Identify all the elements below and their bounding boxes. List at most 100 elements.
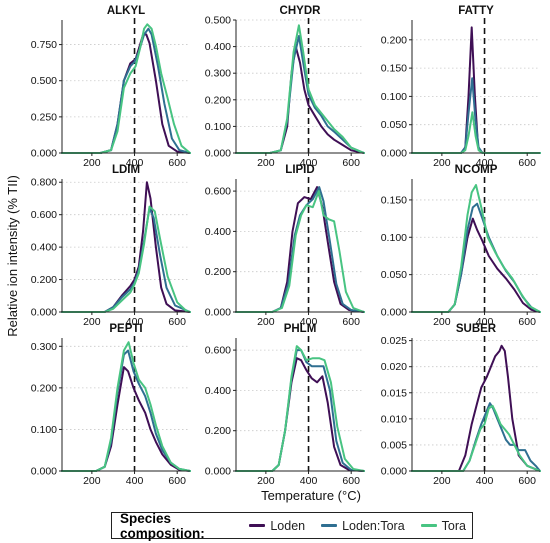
y-tick-label-suber-4: 0.020 — [381, 361, 407, 373]
x-tick-label-suber-2: 600 — [518, 475, 536, 487]
y-tick-label-chydr-3: 0.300 — [205, 68, 231, 80]
series-line-phlm-loden — [235, 357, 365, 472]
facet-title-phlm: PHLM — [284, 323, 317, 335]
y-tick-label-phlm-3: 0.600 — [205, 345, 231, 357]
legend-label-tora: Tora — [441, 518, 466, 533]
y-tick-label-fatty-1: 0.050 — [381, 119, 407, 131]
y-tick-label-pepti-1: 0.100 — [31, 424, 57, 436]
x-tick-label-chydr-2: 600 — [342, 157, 360, 169]
x-tick-label-lipid-0: 200 — [257, 316, 275, 328]
x-tick-label-alkyl-2: 600 — [168, 157, 186, 169]
series-line-pepti-tora — [61, 341, 191, 472]
y-axis-label: Relative ion intensity (% TII) — [5, 175, 20, 337]
y-tick-label-ldim-3: 0.600 — [31, 209, 57, 221]
x-tick-label-suber-1: 400 — [476, 475, 494, 487]
panel-phlm: 0.000 0.200 0.400 0.600 200 400 600 PHLM — [205, 323, 365, 487]
x-tick-label-alkyl-1: 400 — [126, 157, 144, 169]
x-tick-label-pepti-1: 400 — [126, 475, 144, 487]
y-tick-label-ncomp-1: 0.050 — [381, 269, 407, 281]
facet-title-fatty: FATTY — [458, 5, 494, 17]
series-line-ldim-tora — [61, 205, 191, 313]
y-tick-label-ncomp-2: 0.100 — [381, 232, 407, 244]
panel-pepti: 0.000 0.100 0.200 0.300 200 400 600 PEPTI — [31, 323, 191, 487]
x-tick-label-chydr-1: 400 — [300, 157, 318, 169]
y-tick-label-suber-2: 0.010 — [381, 413, 407, 425]
y-tick-label-fatty-3: 0.150 — [381, 63, 407, 75]
y-tick-label-alkyl-2: 0.500 — [31, 75, 57, 87]
legend-item-loden-tora: Loden:Tora — [321, 519, 405, 533]
series-line-alkyl-loden-tora — [61, 27, 191, 154]
y-tick-label-lipid-3: 0.600 — [205, 186, 231, 198]
series-line-chydr-tora — [235, 24, 365, 154]
y-tick-label-lipid-2: 0.400 — [205, 226, 231, 238]
y-tick-label-alkyl-1: 0.250 — [31, 111, 57, 123]
series-line-lipid-tora — [235, 190, 365, 313]
series-line-pepti-loden — [61, 366, 191, 472]
x-tick-label-ncomp-0: 200 — [433, 316, 451, 328]
y-tick-label-chydr-4: 0.400 — [205, 41, 231, 53]
x-tick-label-ncomp-2: 600 — [518, 316, 536, 328]
y-tick-label-lipid-0: 0.000 — [205, 307, 231, 319]
series-line-lipid-loden — [235, 186, 365, 313]
x-tick-label-phlm-1: 400 — [300, 475, 318, 487]
legend-item-tora: Tora — [420, 518, 466, 533]
facet-title-ldim: LDIM — [112, 164, 140, 176]
panel-chydr: 0.000 0.100 0.200 0.300 0.400 0.500 200 400 600 C… — [205, 5, 365, 169]
panel-lipid: 0.000 0.200 0.400 0.600 200 400 600 LIPID — [205, 164, 365, 328]
y-tick-label-suber-5: 0.025 — [381, 335, 407, 347]
facet-title-lipid: LIPID — [285, 164, 314, 176]
y-tick-label-pepti-2: 0.200 — [31, 382, 57, 394]
panel-ldim: 0.000 0.200 0.400 0.600 0.800 200 400 600 LDIM — [31, 164, 191, 328]
y-tick-label-ldim-2: 0.400 — [31, 242, 57, 254]
y-tick-label-fatty-4: 0.200 — [381, 34, 407, 46]
legend-label-loden: Loden — [270, 518, 306, 533]
x-tick-label-fatty-2: 600 — [518, 157, 536, 169]
y-tick-label-ncomp-0: 0.000 — [381, 307, 407, 319]
series-line-ncomp-tora — [411, 184, 541, 313]
y-tick-label-chydr-5: 0.500 — [205, 15, 231, 27]
legend-title: Species composition: — [120, 510, 205, 541]
x-tick-label-pepti-2: 600 — [168, 475, 186, 487]
facet-title-chydr: CHYDR — [280, 5, 322, 17]
y-tick-label-pepti-0: 0.000 — [31, 466, 57, 478]
x-tick-label-lipid-2: 600 — [342, 316, 360, 328]
y-tick-label-phlm-0: 0.000 — [205, 466, 231, 478]
series-line-phlm-loden-tora — [235, 349, 365, 472]
legend-item-loden: Loden — [249, 519, 305, 533]
legend: Species composition: Loden Loden:Tora To… — [111, 510, 473, 541]
y-tick-label-chydr-0: 0.000 — [205, 148, 231, 160]
y-tick-label-pepti-3: 0.300 — [31, 341, 57, 353]
series-line-phlm-tora — [235, 345, 365, 472]
y-tick-label-suber-0: 0.000 — [381, 466, 407, 478]
facet-title-ncomp: NCOMP — [455, 164, 498, 176]
y-tick-label-fatty-0: 0.000 — [381, 148, 407, 160]
series-line-fatty-tora — [411, 111, 541, 154]
y-tick-label-phlm-1: 0.200 — [205, 425, 231, 437]
facet-title-suber: SUBER — [456, 323, 497, 335]
x-tick-label-ncomp-1: 400 — [476, 316, 494, 328]
legend-swatch-tora — [420, 524, 437, 527]
facet-title-pepti: PEPTI — [109, 323, 142, 335]
series-line-ncomp-loden-tora — [411, 202, 541, 313]
x-tick-label-fatty-1: 400 — [476, 157, 494, 169]
y-tick-label-suber-1: 0.005 — [381, 439, 407, 451]
x-tick-label-chydr-0: 200 — [257, 157, 275, 169]
series-line-suber-tora — [411, 404, 541, 472]
y-tick-label-ldim-4: 0.800 — [31, 177, 57, 189]
y-tick-label-phlm-2: 0.400 — [205, 385, 231, 397]
x-tick-label-fatty-0: 200 — [433, 157, 451, 169]
x-tick-label-lipid-1: 400 — [300, 316, 318, 328]
panel-alkyl: 0.000 0.250 0.500 0.750 200 400 600 ALKYL — [31, 5, 191, 169]
series-line-suber-loden-tora — [411, 402, 541, 472]
y-tick-label-ldim-0: 0.000 — [31, 307, 57, 319]
facet-title-alkyl: ALKYL — [107, 5, 145, 17]
series-line-suber-loden — [411, 344, 541, 472]
panel-ncomp: 0.000 0.050 0.100 0.150 200 400 600 NCOMP — [381, 164, 541, 328]
y-tick-label-ldim-1: 0.200 — [31, 274, 57, 286]
series-line-chydr-loden-tora — [235, 35, 365, 154]
y-tick-label-chydr-1: 0.100 — [205, 121, 231, 133]
panel-fatty: 0.000 0.050 0.100 0.150 0.200 200 400 600 FATTY — [381, 5, 541, 169]
x-tick-label-pepti-0: 200 — [83, 475, 101, 487]
y-tick-label-suber-3: 0.015 — [381, 387, 407, 399]
